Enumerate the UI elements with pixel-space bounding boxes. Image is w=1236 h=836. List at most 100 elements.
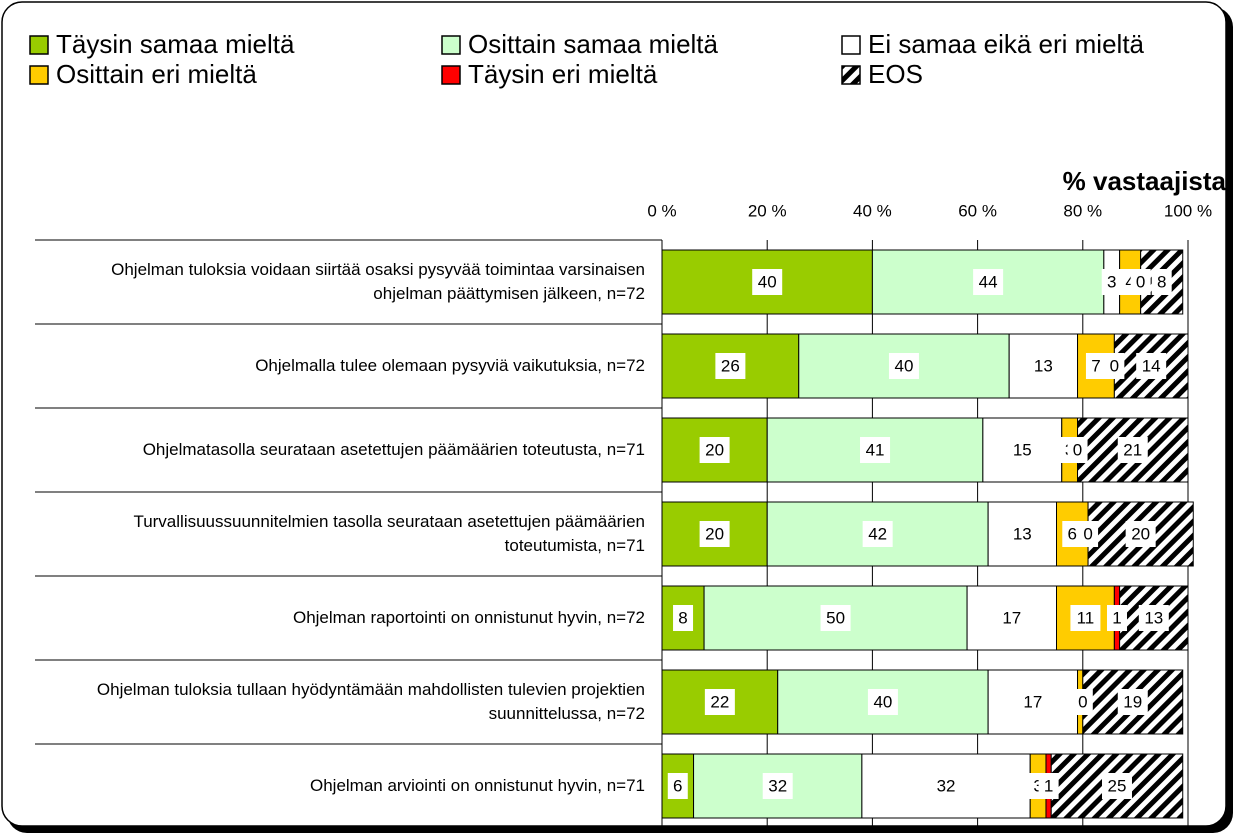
x-tick-label: 20 % <box>748 201 787 220</box>
axis-label: % vastaajista <box>1063 166 1227 196</box>
x-tick-label: 40 % <box>853 201 892 220</box>
value-label: 26 <box>721 356 740 375</box>
value-label-bg <box>762 773 793 799</box>
value-label-bg <box>860 437 891 463</box>
value-label: 0 <box>1110 356 1119 375</box>
value-label: 13 <box>1013 524 1032 543</box>
legend-label: Täysin eri mieltä <box>468 59 658 89</box>
value-label-bg <box>752 269 783 295</box>
value-label-bg <box>1104 353 1125 379</box>
value-label: 42 <box>868 524 887 543</box>
x-tick-label: 60 % <box>958 201 997 220</box>
value-label: 19 <box>1123 692 1142 711</box>
legend-swatch <box>841 35 861 55</box>
value-label-bg <box>1136 353 1167 379</box>
category-label: Ohjelman arviointi on onnistunut hyvin, … <box>309 776 645 795</box>
value-label-bg <box>1125 521 1156 547</box>
value-label: 20 <box>705 524 724 543</box>
bar-segment <box>1056 585 1115 651</box>
value-label: 13 <box>1144 608 1163 627</box>
value-label: 20 <box>705 440 724 459</box>
value-label-bg <box>1078 521 1099 547</box>
value-label-bg <box>1017 689 1048 715</box>
value-label-bg <box>715 353 746 379</box>
value-label-bg <box>1072 689 1093 715</box>
value-label: 6 <box>673 776 682 795</box>
legend-swatch <box>29 35 49 55</box>
legend-swatch <box>841 65 861 85</box>
value-label: 14 <box>1142 356 1161 375</box>
value-label-bg <box>996 605 1027 631</box>
legend-label: Ei samaa eikä eri mieltä <box>868 29 1145 59</box>
legend-swatch <box>441 65 461 85</box>
value-label-bg <box>1117 437 1148 463</box>
value-label-bg <box>1117 689 1148 715</box>
category-label: Ohjelman tuloksia voidaan siirtää osaksi… <box>111 260 645 303</box>
category-label: Ohjelmatasolla seurataan asetettujen pää… <box>142 440 645 459</box>
x-tick-label: 0 % <box>647 201 676 220</box>
value-label-bg <box>973 269 1004 295</box>
value-label-bg <box>704 689 735 715</box>
legend-swatch <box>441 35 461 55</box>
value-label-bg <box>931 773 962 799</box>
value-label-bg <box>1070 605 1101 631</box>
value-label: 44 <box>979 272 998 291</box>
value-label-bg <box>1007 437 1038 463</box>
value-label: 0 <box>1078 692 1087 711</box>
legend-label: Osittain eri mieltä <box>56 59 257 89</box>
category-label: Ohjelmalla tulee olemaan pysyviä vaikutu… <box>255 356 645 375</box>
legend-label: Täysin samaa mieltä <box>56 29 295 59</box>
value-label: 50 <box>826 608 845 627</box>
legend-swatch <box>29 65 49 85</box>
value-label: 3 <box>1033 776 1042 795</box>
value-label: 17 <box>1002 608 1021 627</box>
value-label: 17 <box>1023 692 1042 711</box>
value-label-bg <box>673 605 694 631</box>
value-label-bg <box>820 605 851 631</box>
x-tick-label: 100 % <box>1164 201 1212 220</box>
value-label-bg <box>699 437 730 463</box>
value-label-bg <box>1038 773 1059 799</box>
value-label-bg <box>867 689 898 715</box>
value-label: 22 <box>710 692 729 711</box>
value-label: 21 <box>1123 440 1142 459</box>
value-label: 6 <box>1068 524 1077 543</box>
value-label-bg <box>1151 269 1172 295</box>
value-label: 25 <box>1108 776 1127 795</box>
x-tick-label: 80 % <box>1063 201 1102 220</box>
value-label: 40 <box>758 272 777 291</box>
value-label-bg <box>1067 437 1088 463</box>
value-label: 4 <box>1125 272 1134 291</box>
category-label: Turvallisuussuunnitelmien tasolla seurat… <box>133 512 645 555</box>
bar-segment <box>871 249 1105 315</box>
value-label: 32 <box>937 776 956 795</box>
value-label-bg <box>1130 269 1151 295</box>
value-label: 15 <box>1013 440 1032 459</box>
value-label: 0 <box>1083 524 1092 543</box>
value-label: 11 <box>1077 608 1095 627</box>
value-label: 41 <box>866 440 885 459</box>
value-label-bg <box>1007 521 1038 547</box>
value-label-bg <box>1028 353 1059 379</box>
value-label: 40 <box>873 692 892 711</box>
value-label: 40 <box>894 356 913 375</box>
category-label: Ohjelman tuloksia tullaan hyödyntämään m… <box>96 680 645 723</box>
value-label-bg <box>1062 521 1083 547</box>
value-label: 32 <box>768 776 787 795</box>
value-label-bg <box>1101 773 1132 799</box>
value-label-bg <box>1106 605 1127 631</box>
category-label: Ohjelman raportointi on onnistunut hyvin… <box>292 608 645 627</box>
value-label: 0 <box>1073 440 1082 459</box>
value-label: 13 <box>1034 356 1053 375</box>
value-label: 0 <box>1136 272 1145 291</box>
value-label-bg <box>1085 353 1106 379</box>
value-label: 20 <box>1131 524 1150 543</box>
value-label-bg <box>862 521 893 547</box>
value-label-bg <box>667 773 688 799</box>
legend-label: EOS <box>868 59 923 89</box>
value-label: 1 <box>1112 608 1121 627</box>
value-label: 8 <box>678 608 687 627</box>
legend-label: Osittain samaa mieltä <box>468 29 719 59</box>
value-label-bg <box>888 353 919 379</box>
